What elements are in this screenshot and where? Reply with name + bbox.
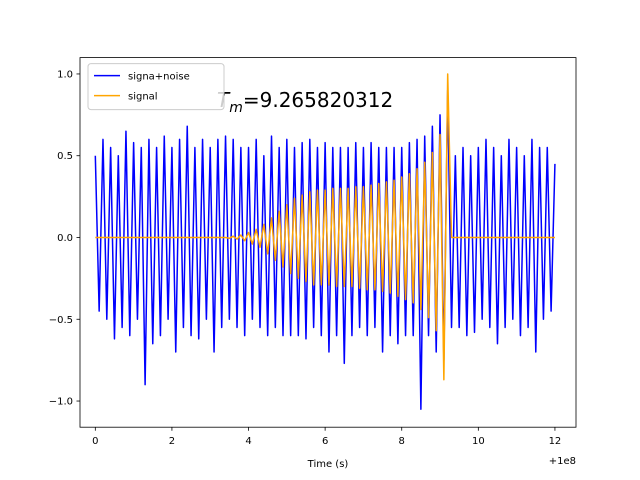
series-line [94,89,556,410]
legend-label: signa+noise [128,72,190,83]
x-tick-label: 10 [472,436,485,447]
x-tick-label: 0 [92,436,98,447]
x-tick-label: 4 [245,436,251,447]
axes-frame [79,57,577,428]
y-tick-label: 0.0 [57,233,73,244]
annotation-text: =9.265820312 [243,88,393,112]
x-tick-label: 8 [399,436,405,447]
x-axis-label: Time (s) [307,459,349,470]
x-tick-label: 12 [549,436,562,447]
x-tick-label: 6 [322,436,328,447]
y-tick-label: 1.0 [57,69,73,80]
annotation: Tm=9.265820312 [217,88,393,116]
annotation-subscript: m [229,100,243,116]
legend-label: signal [128,92,158,103]
legend-box [87,63,225,111]
y-tick-label: −1.0 [49,397,73,408]
y-tick-label: 0.5 [57,151,73,162]
y-tick-label: −0.5 [49,315,73,326]
plot-area [94,73,556,410]
x-tick-label: 2 [169,436,175,447]
offset-text: +1e8 [549,456,576,467]
series-line [95,73,555,381]
